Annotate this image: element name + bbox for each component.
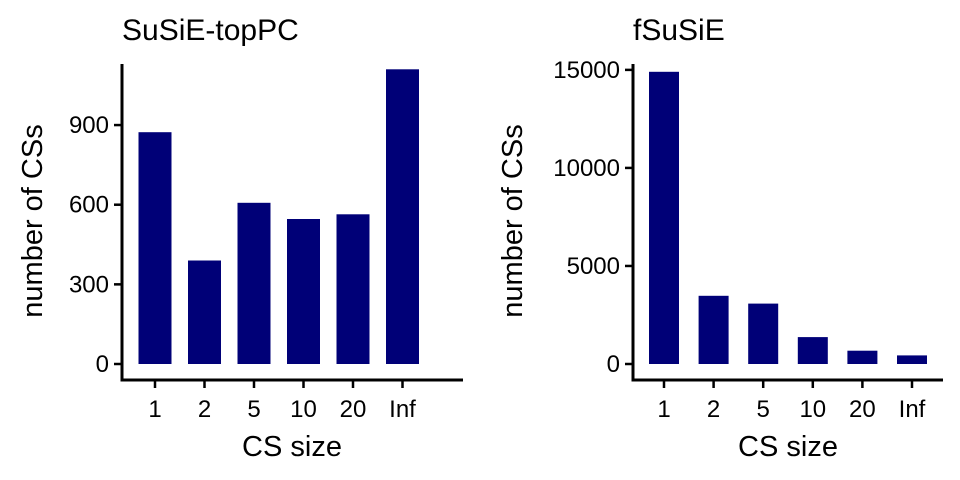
bar-10: [287, 219, 320, 364]
bar-1: [649, 71, 679, 365]
y-tick-label: 15000: [553, 57, 620, 84]
y-tick-label: 300: [69, 271, 109, 298]
chart-panel-fsusie: fSuSiE number of CSs CS size 0 5000 10000 1…: [497, 14, 943, 463]
x-tick-label: 5: [247, 396, 260, 423]
x-axis-ticks: 1 2 5 10 20 Inf: [657, 380, 926, 423]
x-tick-label: 10: [799, 396, 826, 423]
chart-title: SuSiE-topPC: [122, 14, 299, 47]
x-tick-label: 1: [148, 396, 161, 423]
x-tick-label: 20: [849, 396, 876, 423]
x-tick-label: 2: [707, 396, 720, 423]
x-tick-label: 10: [290, 396, 317, 423]
x-tick-label: 1: [657, 396, 670, 423]
bar-20: [336, 214, 370, 364]
x-tick-label: 5: [757, 396, 770, 423]
x-tick-label: Inf: [899, 396, 926, 423]
bar-2: [698, 295, 729, 364]
bar-20: [847, 350, 878, 364]
bar-Inf: [386, 69, 419, 365]
x-tick-label: 2: [198, 396, 211, 423]
x-axis-title: CS size: [738, 431, 838, 463]
x-tick-label: Inf: [389, 396, 416, 423]
bar-group: [649, 71, 927, 365]
bar-2: [188, 260, 221, 364]
x-tick-label: 20: [340, 396, 367, 423]
y-tick-label: 5000: [567, 253, 620, 280]
chart-title: fSuSiE: [633, 14, 725, 47]
bar-10: [797, 337, 828, 364]
y-axis-title: number of CSs: [17, 124, 49, 317]
x-axis-title: CS size: [242, 431, 342, 463]
y-tick-label: 900: [69, 112, 109, 139]
bar-5: [748, 303, 779, 364]
y-axis-title: number of CSs: [497, 124, 529, 317]
chart-panel-susie-toppc: SuSiE-topPC number of CSs CS size 0 300 60…: [17, 14, 463, 463]
bar-1: [138, 132, 172, 364]
bar-5: [237, 202, 271, 364]
y-tick-label: 0: [96, 351, 109, 378]
y-tick-label: 0: [607, 351, 620, 378]
y-tick-label: 10000: [553, 155, 620, 182]
bar-group: [138, 69, 419, 365]
x-axis-ticks: 1 2 5 10 20 Inf: [148, 380, 416, 423]
y-axis-ticks: 0 5000 10000 15000: [553, 57, 633, 378]
y-axis-ticks: 0 300 600 900: [69, 112, 122, 378]
y-tick-label: 600: [69, 192, 109, 219]
bar-Inf: [897, 355, 927, 364]
axis-lines: [120, 64, 463, 382]
axis-lines: [631, 64, 943, 382]
